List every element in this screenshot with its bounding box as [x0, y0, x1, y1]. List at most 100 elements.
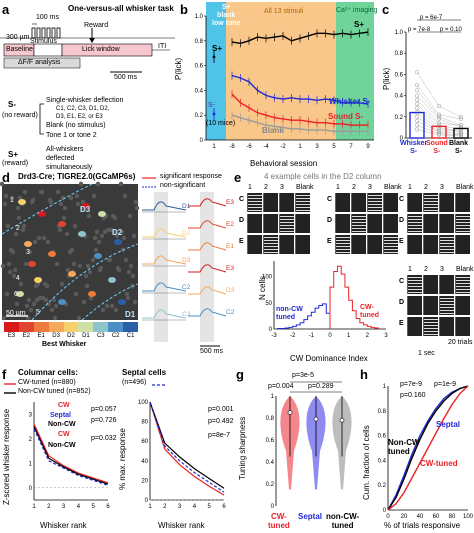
- d-legend-swatch: [48, 322, 64, 332]
- e-row-label: C: [239, 196, 245, 203]
- e-noncw-2: tuned: [276, 314, 296, 321]
- e-xtick-label: 3: [384, 333, 388, 339]
- f-p-right-1: p=0.001: [208, 406, 234, 413]
- c-cat-whisker-2: S-: [410, 148, 418, 155]
- d-cell: [114, 239, 122, 245]
- d-bg-cell: [18, 281, 24, 287]
- b-xtick-label: 1: [298, 144, 302, 150]
- c-cat-blank-1: Blank: [449, 140, 469, 147]
- f-p-left-1: p=0.057: [91, 406, 117, 413]
- c-bar: [431, 125, 447, 139]
- e-raster-cell: [351, 235, 366, 254]
- e-row-label: D: [399, 299, 405, 306]
- e-scale-sec: 1 sec: [418, 350, 435, 357]
- d-cell: [68, 271, 76, 277]
- c-mouse-line: [416, 90, 462, 126]
- d-bg-cell: [113, 307, 119, 313]
- d-legend-label: D2: [67, 333, 75, 339]
- c-mouse-point: [414, 93, 420, 98]
- d-bg-cell: [131, 233, 137, 239]
- d-cell-number: 1: [10, 197, 14, 204]
- d-cell: [24, 241, 32, 247]
- f-xtick-label: 1: [148, 504, 152, 510]
- e-ytick-label: 100: [262, 275, 273, 281]
- e-raster-cell: [367, 235, 382, 254]
- d-trace-label: D1: [182, 203, 191, 210]
- d-bg-cell: [100, 307, 106, 313]
- analysis-bar: [3, 57, 81, 69]
- d-bg-cell: [86, 213, 92, 219]
- f-septal-1: Septal: [50, 412, 72, 419]
- c-mouse-point: [414, 97, 420, 102]
- g-ytick-label: 1: [271, 394, 275, 400]
- d-cell: [48, 251, 56, 257]
- d-bg-cell: [124, 291, 130, 297]
- panel-label-h: h: [360, 367, 368, 382]
- band1-text: S+ blank low tone: [212, 4, 240, 28]
- h-ytick-label: 0.6: [378, 434, 387, 440]
- d-legend-swatch: [4, 322, 19, 332]
- d-bg-cell: [8, 247, 14, 253]
- e-col-label: 1: [336, 184, 340, 191]
- s-plus-label: S+: [8, 150, 19, 159]
- c-ytick-label: 1.0: [395, 30, 404, 36]
- d-cell-number: 2: [16, 225, 20, 232]
- d-bg-cell: [76, 315, 82, 321]
- e-col-label: Blank: [296, 184, 314, 191]
- d-region-d3: D3: [80, 205, 91, 214]
- e-raster-cell: [247, 193, 262, 212]
- d-bg-cell: [7, 269, 13, 275]
- e-raster-cell: [351, 214, 366, 233]
- d-border: [1, 183, 93, 235]
- c-stat-left: p = 7e-8: [408, 27, 431, 33]
- h-xlabel: % of trials responsive: [384, 521, 461, 530]
- c-mouse-point: [414, 88, 420, 93]
- d-bg-cell: [53, 303, 59, 309]
- f-series-line: [33, 428, 109, 486]
- band3-splus: S+: [354, 20, 365, 29]
- chart-g: 0 0.2 0.4 0.6 0.8 1: [266, 381, 352, 510]
- e-raster-block: 1 2 3 Blank C D E: [239, 184, 314, 258]
- e-raster-cell: [423, 193, 438, 212]
- task-bracket: [39, 103, 44, 135]
- c-stat-top: p = 6e-7: [420, 15, 443, 21]
- d-bg-cell: [84, 283, 90, 289]
- e-col-label: 2: [424, 266, 428, 273]
- d-cell: [28, 261, 36, 267]
- f-cw-2: CW: [58, 431, 70, 438]
- f-xtick-label: 3: [62, 504, 66, 510]
- g-cat-noncw-2: tuned: [331, 521, 354, 530]
- d-bg-cell: [36, 235, 42, 241]
- e-noncw-1: non-CW: [276, 306, 303, 313]
- f-ylabel-left: Z-scored whisker response: [2, 408, 11, 505]
- e-title: 4 example cells in the D2 column: [264, 172, 382, 181]
- e-row-label: E: [399, 238, 404, 245]
- chart-b: 0 0.2 0.4 0.6 0.8 1.0 1 -8 -6 -4 -2 1 3 5 7 9: [195, 2, 374, 150]
- d-cell: [118, 299, 126, 305]
- d-bg-cell: [67, 249, 73, 255]
- d-legend-swatch: [123, 322, 139, 332]
- d-traces: D1 D2 D3 C2 C3 E3 E2 E1 E3 D3 C2: [142, 192, 235, 347]
- e-raster-cell: [423, 214, 438, 233]
- d-cells: 1 2 3 4 5 6: [0, 181, 140, 321]
- e-raster-block: 1 2 3 Blank C D E: [399, 184, 474, 258]
- f-p-right-3: p=8e-7: [208, 432, 230, 439]
- single-deflection: Single-whisker deflection: [46, 97, 124, 104]
- e-raster-cell: [407, 235, 422, 254]
- h-xtick-label: 0: [386, 514, 390, 520]
- d-bg-cell: [128, 263, 134, 269]
- b-blank-label: Blank: [262, 126, 284, 135]
- h-ylabel: Cum. fraction of cells: [362, 425, 371, 500]
- d-legend-swatch: [108, 322, 124, 332]
- e-raster-cell: [367, 193, 382, 212]
- e-scale-trials: 20 trials: [448, 339, 473, 346]
- e-raster-cell: [335, 214, 350, 233]
- d-legend-swatch: [78, 322, 94, 332]
- c-mouse-point: [458, 123, 464, 128]
- c-mouse-line: [416, 99, 462, 126]
- reward-paren: (reward): [2, 160, 29, 167]
- b-ytick-label: 0.4: [195, 88, 204, 94]
- b-ytick-label: 1.0: [195, 14, 204, 20]
- b-series-line: [231, 114, 368, 133]
- c-mouse-point: [436, 116, 442, 121]
